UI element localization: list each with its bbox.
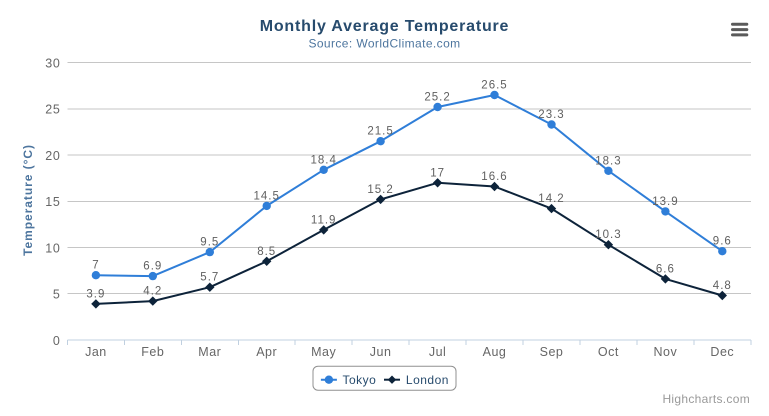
svg-text:Sep: Sep <box>540 345 564 359</box>
svg-text:11.9: 11.9 <box>311 214 337 226</box>
svg-text:May: May <box>311 345 336 359</box>
svg-text:25: 25 <box>45 103 60 117</box>
svg-text:14.2: 14.2 <box>538 193 564 205</box>
svg-text:5: 5 <box>53 288 61 302</box>
svg-text:0: 0 <box>53 334 61 348</box>
svg-text:7: 7 <box>92 260 99 272</box>
svg-text:Aug: Aug <box>483 345 507 359</box>
svg-text:4.8: 4.8 <box>713 280 732 292</box>
svg-text:14.5: 14.5 <box>254 190 280 202</box>
svg-text:Source: WorldClimate.com: Source: WorldClimate.com <box>308 37 460 51</box>
svg-text:Jan: Jan <box>85 345 107 359</box>
svg-text:6.6: 6.6 <box>656 263 675 275</box>
svg-text:18.4: 18.4 <box>311 154 337 166</box>
svg-text:Jul: Jul <box>429 345 446 359</box>
svg-text:5.7: 5.7 <box>200 272 219 284</box>
svg-text:Dec: Dec <box>710 345 734 359</box>
svg-text:9.6: 9.6 <box>713 236 732 248</box>
svg-text:9.5: 9.5 <box>200 237 219 249</box>
svg-text:Feb: Feb <box>141 345 164 359</box>
svg-text:13.9: 13.9 <box>652 196 678 208</box>
svg-text:10.3: 10.3 <box>595 229 621 241</box>
svg-text:Monthly Average Temperature: Monthly Average Temperature <box>260 18 510 35</box>
svg-text:17: 17 <box>430 167 445 179</box>
svg-text:Nov: Nov <box>654 345 678 359</box>
svg-text:Oct: Oct <box>598 345 619 359</box>
svg-text:Temperature (°C): Temperature (°C) <box>21 144 35 256</box>
svg-text:25.2: 25.2 <box>424 92 450 104</box>
svg-text:15.2: 15.2 <box>367 184 393 196</box>
svg-text:18.3: 18.3 <box>595 155 621 167</box>
svg-text:6.9: 6.9 <box>143 261 162 273</box>
svg-text:8.5: 8.5 <box>257 246 276 258</box>
svg-text:23.3: 23.3 <box>538 109 564 121</box>
svg-text:London: London <box>406 373 449 387</box>
svg-text:4.2: 4.2 <box>143 286 162 298</box>
svg-text:Tokyo: Tokyo <box>343 373 377 387</box>
svg-text:Apr: Apr <box>256 345 277 359</box>
svg-text:Jun: Jun <box>370 345 392 359</box>
svg-text:Mar: Mar <box>198 345 221 359</box>
svg-text:15: 15 <box>45 195 60 209</box>
svg-text:Highcharts.com: Highcharts.com <box>662 392 750 406</box>
svg-text:3.9: 3.9 <box>86 288 105 300</box>
svg-text:30: 30 <box>45 57 60 71</box>
svg-text:21.5: 21.5 <box>367 126 393 138</box>
svg-text:20: 20 <box>45 149 60 163</box>
svg-text:16.6: 16.6 <box>481 171 507 183</box>
svg-text:10: 10 <box>45 241 60 255</box>
svg-text:26.5: 26.5 <box>481 80 507 92</box>
